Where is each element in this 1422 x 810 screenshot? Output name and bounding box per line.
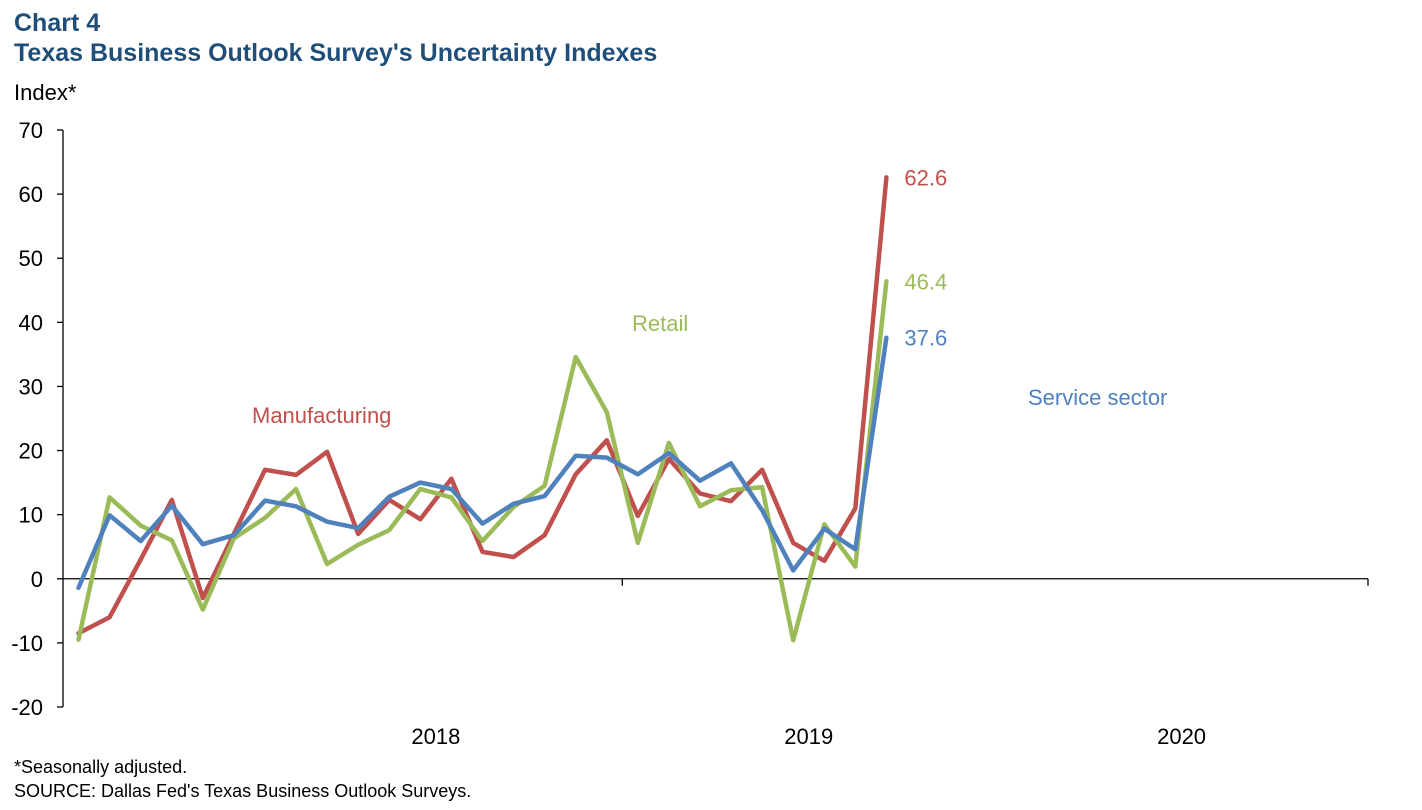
x-tick-label: 2019 xyxy=(784,724,833,749)
y-tick-label: 50 xyxy=(19,246,43,271)
y-tick-label: 10 xyxy=(19,503,43,528)
series-name-label: Retail xyxy=(632,311,688,336)
y-tick-label: 20 xyxy=(19,439,43,464)
y-tick-label: -20 xyxy=(11,695,43,720)
chart-number: Chart 4 xyxy=(14,9,101,37)
series-name-label: Manufacturing xyxy=(252,403,391,428)
chart-title: Texas Business Outlook Survey's Uncertai… xyxy=(14,39,658,67)
series-line-manufacturing xyxy=(76,175,889,636)
series-line-retail xyxy=(76,279,889,643)
source-note: SOURCE: Dallas Fed's Texas Business Outl… xyxy=(14,781,472,801)
end-value-label: 62.6 xyxy=(904,165,947,190)
y-tick-label: -10 xyxy=(11,631,43,656)
title-block: Chart 4 Texas Business Outlook Survey's … xyxy=(14,8,657,68)
footnote: *Seasonally adjusted. xyxy=(14,757,188,777)
series-name-label: Service sector xyxy=(1028,385,1167,410)
end-value-label: 37.6 xyxy=(904,326,947,351)
x-tick-label: 2018 xyxy=(411,724,460,749)
y-tick-label: 70 xyxy=(19,118,43,143)
y-tick-label: 30 xyxy=(19,374,43,399)
y-tick-label: 40 xyxy=(19,310,43,335)
end-value-label: 46.4 xyxy=(904,269,947,294)
y-axis-unit-label: Index* xyxy=(14,80,77,105)
series-line-service-sector xyxy=(76,335,889,591)
y-tick-label: 0 xyxy=(31,567,43,592)
x-tick-label: 2020 xyxy=(1157,724,1206,749)
y-tick-label: 60 xyxy=(19,182,43,207)
